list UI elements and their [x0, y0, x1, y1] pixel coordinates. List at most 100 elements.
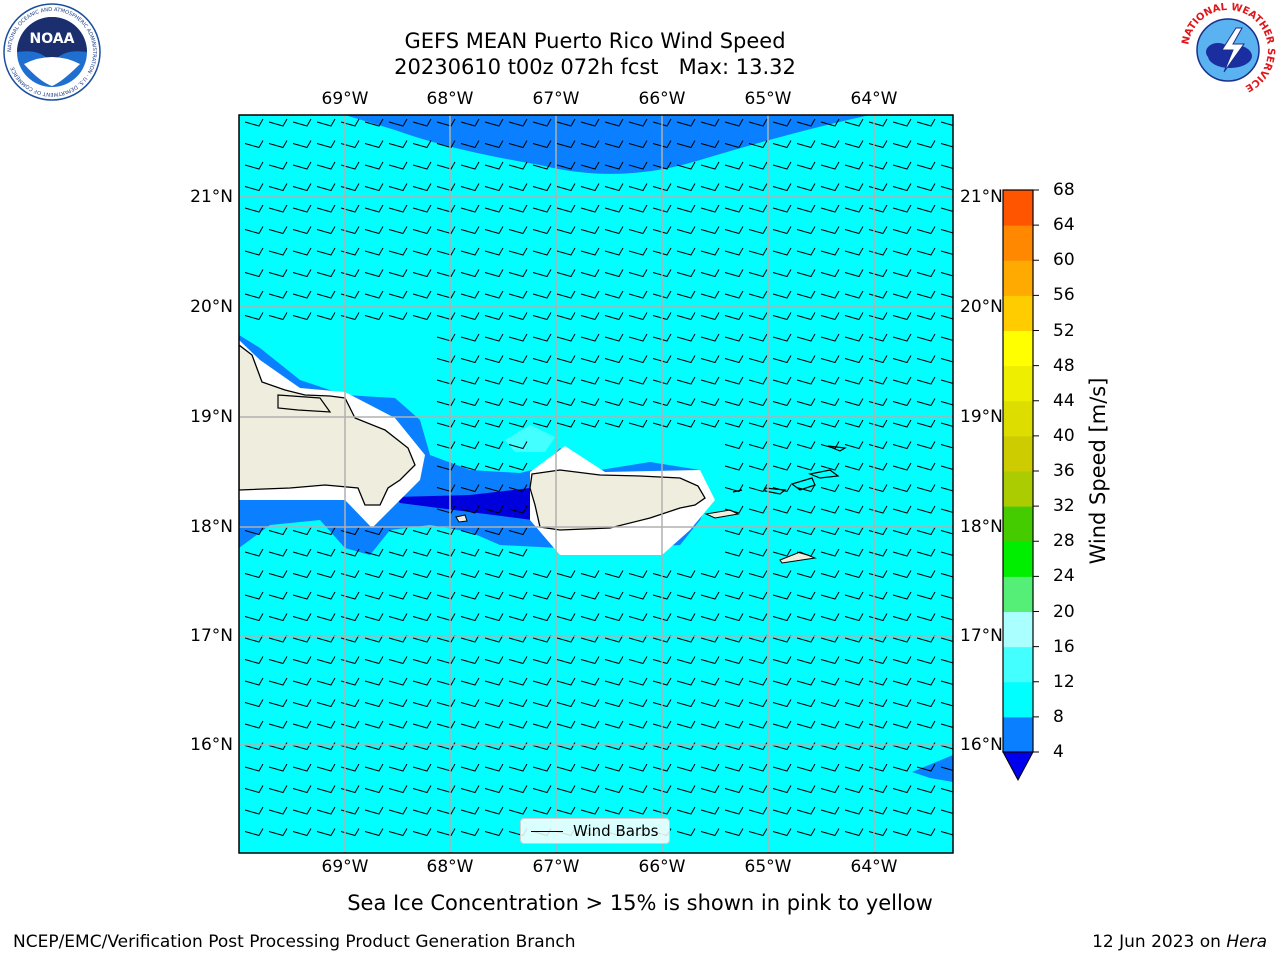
lat-tick-right: 20°N	[960, 297, 1003, 317]
wind-barb	[460, 570, 480, 579]
wind-barb	[916, 161, 936, 170]
wind-barb	[388, 548, 408, 557]
wind-barb	[532, 591, 552, 600]
wind-barb	[700, 763, 720, 772]
wind-barb	[436, 290, 456, 299]
wind-barb	[844, 290, 864, 299]
wind-barb	[844, 462, 864, 471]
lon-tick-top: 65°W	[744, 89, 792, 109]
wind-barb	[844, 548, 864, 557]
wind-barb	[268, 204, 288, 213]
lon-tick-bottom: 68°W	[426, 857, 474, 877]
footer-date-text: 12 Jun 2023 on	[1092, 932, 1227, 952]
wind-barb	[460, 376, 480, 385]
wind-barb	[604, 118, 624, 127]
wind-barb	[556, 656, 576, 665]
wind-barb	[484, 183, 504, 192]
wind-barb	[916, 226, 936, 235]
wind-barb	[316, 290, 336, 299]
wind-barb	[628, 720, 648, 729]
wind-barb	[316, 269, 336, 278]
lat-tick-right: 21°N	[960, 187, 1003, 207]
wind-barb	[604, 183, 624, 192]
wind-barb	[940, 680, 953, 685]
wind-barb	[820, 720, 840, 729]
wind-barb	[772, 763, 792, 772]
wind-barb	[892, 333, 912, 342]
wind-barb	[772, 462, 792, 471]
wind-barb	[916, 118, 936, 127]
wind-barb	[244, 591, 264, 600]
wind-barb	[796, 591, 816, 600]
wind-barb	[292, 527, 312, 536]
wind-barb	[484, 570, 504, 579]
wind-barb	[532, 398, 552, 407]
wind-barb	[364, 247, 384, 256]
wind-barb	[364, 290, 384, 299]
wind-barb	[532, 118, 552, 127]
wind-barb	[820, 140, 840, 149]
wind-barb	[412, 613, 432, 622]
wind-barb	[940, 315, 953, 320]
wind-barb	[460, 333, 480, 342]
wind-barb	[652, 634, 672, 643]
wind-barb	[772, 247, 792, 256]
wind-barb	[748, 484, 768, 493]
wind-barb	[412, 183, 432, 192]
wind-barb	[700, 419, 720, 428]
wind-barb	[676, 591, 696, 600]
wind-barb	[412, 247, 432, 256]
wind-barb	[916, 591, 936, 600]
wind-barb	[316, 161, 336, 170]
wind-barb	[508, 204, 528, 213]
wind-barb	[484, 441, 504, 450]
wind-barb	[580, 699, 600, 708]
colorbar-tick-label: 36	[1053, 461, 1075, 481]
wind-barb	[364, 656, 384, 665]
wind-barb	[532, 763, 552, 772]
wind-barb	[628, 290, 648, 299]
lat-tick-left: 21°N	[190, 187, 233, 207]
wind-barb	[676, 699, 696, 708]
wind-barb	[244, 806, 264, 815]
chart-title: GEFS MEAN Puerto Rico Wind Speed	[404, 29, 786, 53]
wind-barb	[772, 183, 792, 192]
wind-barb	[748, 785, 768, 794]
wind-barb	[388, 247, 408, 256]
wind-barb	[556, 785, 576, 794]
wind-barb	[916, 140, 936, 149]
wind-barb	[700, 570, 720, 579]
wind-barb	[772, 140, 792, 149]
wind-barb	[940, 121, 953, 126]
wind-barb	[532, 806, 552, 815]
wind-barb	[244, 527, 264, 536]
wind-barb	[436, 591, 456, 600]
wind-barb	[700, 355, 720, 364]
wind-barb	[268, 183, 288, 192]
wind-barb	[628, 699, 648, 708]
wind-barb	[580, 290, 600, 299]
wind-barb	[484, 677, 504, 686]
wind-barb	[244, 785, 264, 794]
wind-barb	[316, 527, 336, 536]
wind-barb	[436, 204, 456, 213]
lon-tick-top: 68°W	[426, 89, 474, 109]
wind-barb	[412, 527, 432, 536]
lon-tick-top: 67°W	[532, 89, 580, 109]
wind-barb	[532, 269, 552, 278]
wind-barb	[484, 634, 504, 643]
wind-barb	[268, 290, 288, 299]
wind-barb	[820, 548, 840, 557]
wind-barb	[244, 613, 264, 622]
lon-tick-top: 64°W	[850, 89, 898, 109]
wind-barb	[268, 269, 288, 278]
wind-barb	[916, 419, 936, 428]
wind-barb	[940, 293, 953, 298]
wind-barb	[844, 441, 864, 450]
wind-barb	[772, 634, 792, 643]
footer-date: 12 Jun 2023 on Hera	[1092, 932, 1267, 952]
wind-barb	[364, 720, 384, 729]
wind-barb	[628, 333, 648, 342]
wind-barb	[820, 419, 840, 428]
moderate-wind-patch	[505, 425, 555, 452]
